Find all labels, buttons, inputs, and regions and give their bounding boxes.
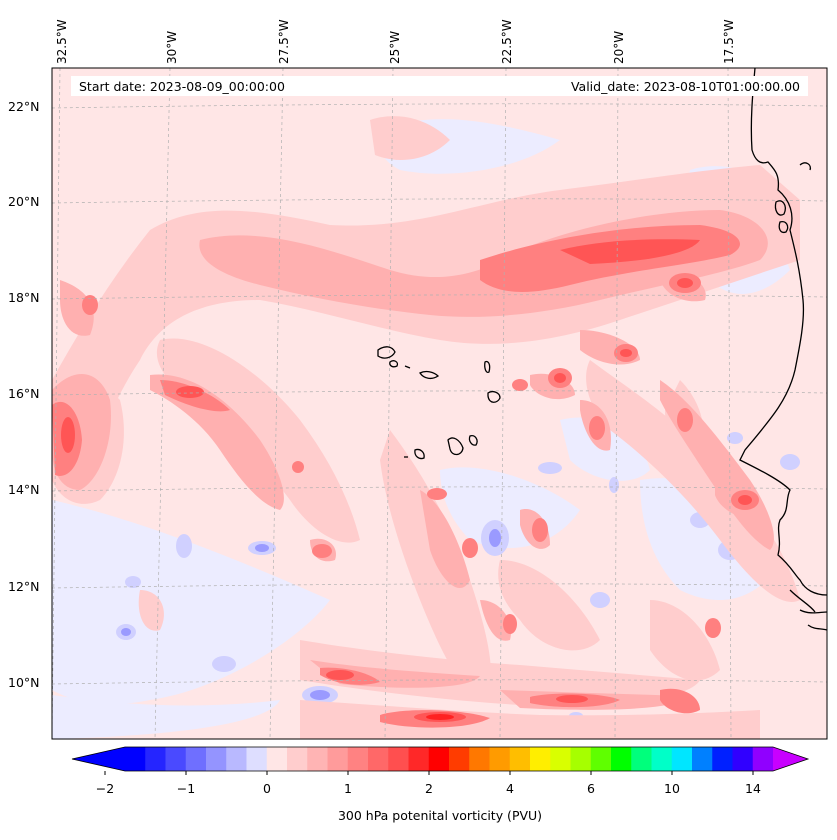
colorbar-segment <box>185 747 207 771</box>
colorbar-tick-label: 2 <box>425 781 433 796</box>
lat-label-16n: 16°N <box>8 386 40 401</box>
colorbar-title: 300 hPa potenital vorticity (PVU) <box>337 808 543 823</box>
colorbar <box>71 746 810 775</box>
colorbar-segment <box>125 747 146 771</box>
colorbar-segment <box>408 747 430 771</box>
start-date-label: Start date: 2023-08-09_00:00:00 <box>79 79 285 94</box>
lat-label-20n: 20°N <box>8 194 40 209</box>
colorbar-outline <box>71 746 810 772</box>
pv-lowest-areas <box>121 529 501 700</box>
colorbar-tick-label: 1 <box>344 781 352 796</box>
gridlines <box>52 68 827 739</box>
colorbar-segment <box>651 747 673 771</box>
colorbar-segment <box>206 747 227 771</box>
lat-label-10n: 10°N <box>8 675 40 690</box>
colorbar-tick-label: 6 <box>587 781 595 796</box>
date-info-box: Start date: 2023-08-09_00:00:00 Valid_da… <box>71 76 808 96</box>
lat-label-12n: 12°N <box>8 579 40 594</box>
lon-label-17-5w: 17.5°W <box>722 19 736 64</box>
lat-label-22n: 22°N <box>8 99 40 114</box>
cape-verde-islands <box>377 346 501 460</box>
colorbar-segment <box>165 747 187 771</box>
lon-label-25w: 25°W <box>388 30 402 64</box>
colorbar-segment <box>489 747 511 771</box>
colorbar-tick-label: 14 <box>745 781 761 796</box>
colorbar-segment <box>246 747 268 771</box>
colorbar-segment <box>287 747 308 771</box>
colorbar-segment <box>712 747 733 771</box>
lon-label-22-5w: 22.5°W <box>500 19 514 64</box>
colorbar-segment <box>611 747 632 771</box>
colorbar-segment <box>428 747 450 771</box>
lon-label-32-5w: 32.5°W <box>55 19 69 64</box>
colorbar-segment <box>307 747 328 771</box>
colorbar-segment <box>570 747 592 771</box>
colorbar-segment <box>509 747 531 771</box>
colorbar-segment <box>368 747 389 771</box>
colorbar-segment <box>266 747 288 771</box>
pv-very-high-areas <box>61 239 752 722</box>
coastline <box>739 68 827 631</box>
map-frame <box>51 67 828 740</box>
colorbar-tick-label: −2 <box>95 781 115 796</box>
colorbar-segment <box>449 747 470 771</box>
colorbar-tick-label: −1 <box>176 781 196 796</box>
colorbar-segment <box>692 747 713 771</box>
colorbar-segment <box>388 747 409 771</box>
colorbar-segment <box>145 747 166 771</box>
lat-label-18n: 18°N <box>8 290 40 305</box>
colorbar-segment <box>590 747 612 771</box>
colorbar-segment <box>550 747 571 771</box>
colorbar-tick-label: 0 <box>263 781 271 796</box>
pv-peak <box>426 714 454 720</box>
colorbar-extend-max <box>773 747 808 771</box>
colorbar-segment <box>469 747 490 771</box>
colorbar-segment <box>327 747 349 771</box>
colorbar-segment <box>226 747 247 771</box>
lon-label-20w: 20°W <box>612 30 626 64</box>
colorbar-segment <box>732 747 754 771</box>
colorbar-tick-label: 10 <box>664 781 680 796</box>
lon-label-30w: 30°W <box>165 30 179 64</box>
colorbar-segment <box>671 747 693 771</box>
lon-label-27-5w: 27.5°W <box>277 19 291 64</box>
pv-field <box>52 68 827 739</box>
colorbar-tick-label: 4 <box>506 781 514 796</box>
valid-date-label: Valid_date: 2023-08-10T01:00:00.00 <box>570 79 800 94</box>
colorbar-segment <box>347 747 369 771</box>
lat-label-14n: 14°N <box>8 482 40 497</box>
colorbar-extend-min <box>72 747 125 771</box>
colorbar-segment <box>631 747 652 771</box>
colorbar-segment <box>752 747 774 771</box>
colorbar-segment <box>530 747 551 771</box>
